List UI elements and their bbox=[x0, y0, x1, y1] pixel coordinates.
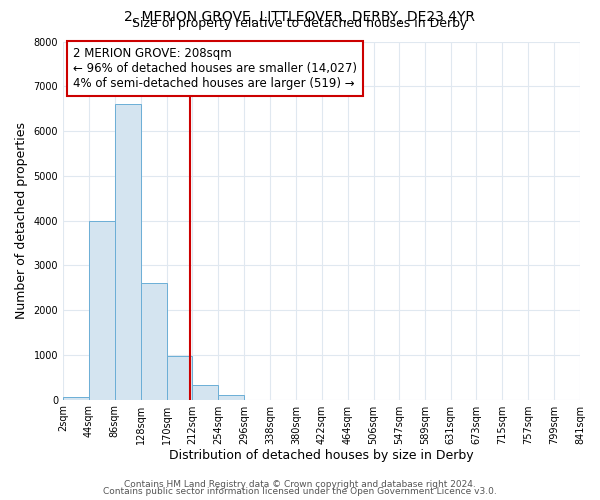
Bar bbox=[193, 385, 218, 400]
Text: 2, MERION GROVE, LITTLEOVER, DERBY, DE23 4YR: 2, MERION GROVE, LITTLEOVER, DERBY, DE23… bbox=[125, 10, 476, 24]
Text: 2 MERION GROVE: 208sqm
← 96% of detached houses are smaller (14,027)
4% of semi-: 2 MERION GROVE: 208sqm ← 96% of detached… bbox=[73, 47, 358, 90]
Text: Contains public sector information licensed under the Open Government Licence v3: Contains public sector information licen… bbox=[103, 487, 497, 496]
Bar bbox=[167, 356, 193, 400]
Bar bbox=[218, 394, 244, 400]
Bar bbox=[140, 283, 167, 400]
Bar bbox=[63, 397, 89, 400]
X-axis label: Distribution of detached houses by size in Derby: Distribution of detached houses by size … bbox=[169, 450, 474, 462]
Text: Size of property relative to detached houses in Derby: Size of property relative to detached ho… bbox=[133, 18, 467, 30]
Bar bbox=[89, 220, 115, 400]
Y-axis label: Number of detached properties: Number of detached properties bbox=[15, 122, 28, 319]
Text: Contains HM Land Registry data © Crown copyright and database right 2024.: Contains HM Land Registry data © Crown c… bbox=[124, 480, 476, 489]
Bar bbox=[115, 104, 140, 400]
